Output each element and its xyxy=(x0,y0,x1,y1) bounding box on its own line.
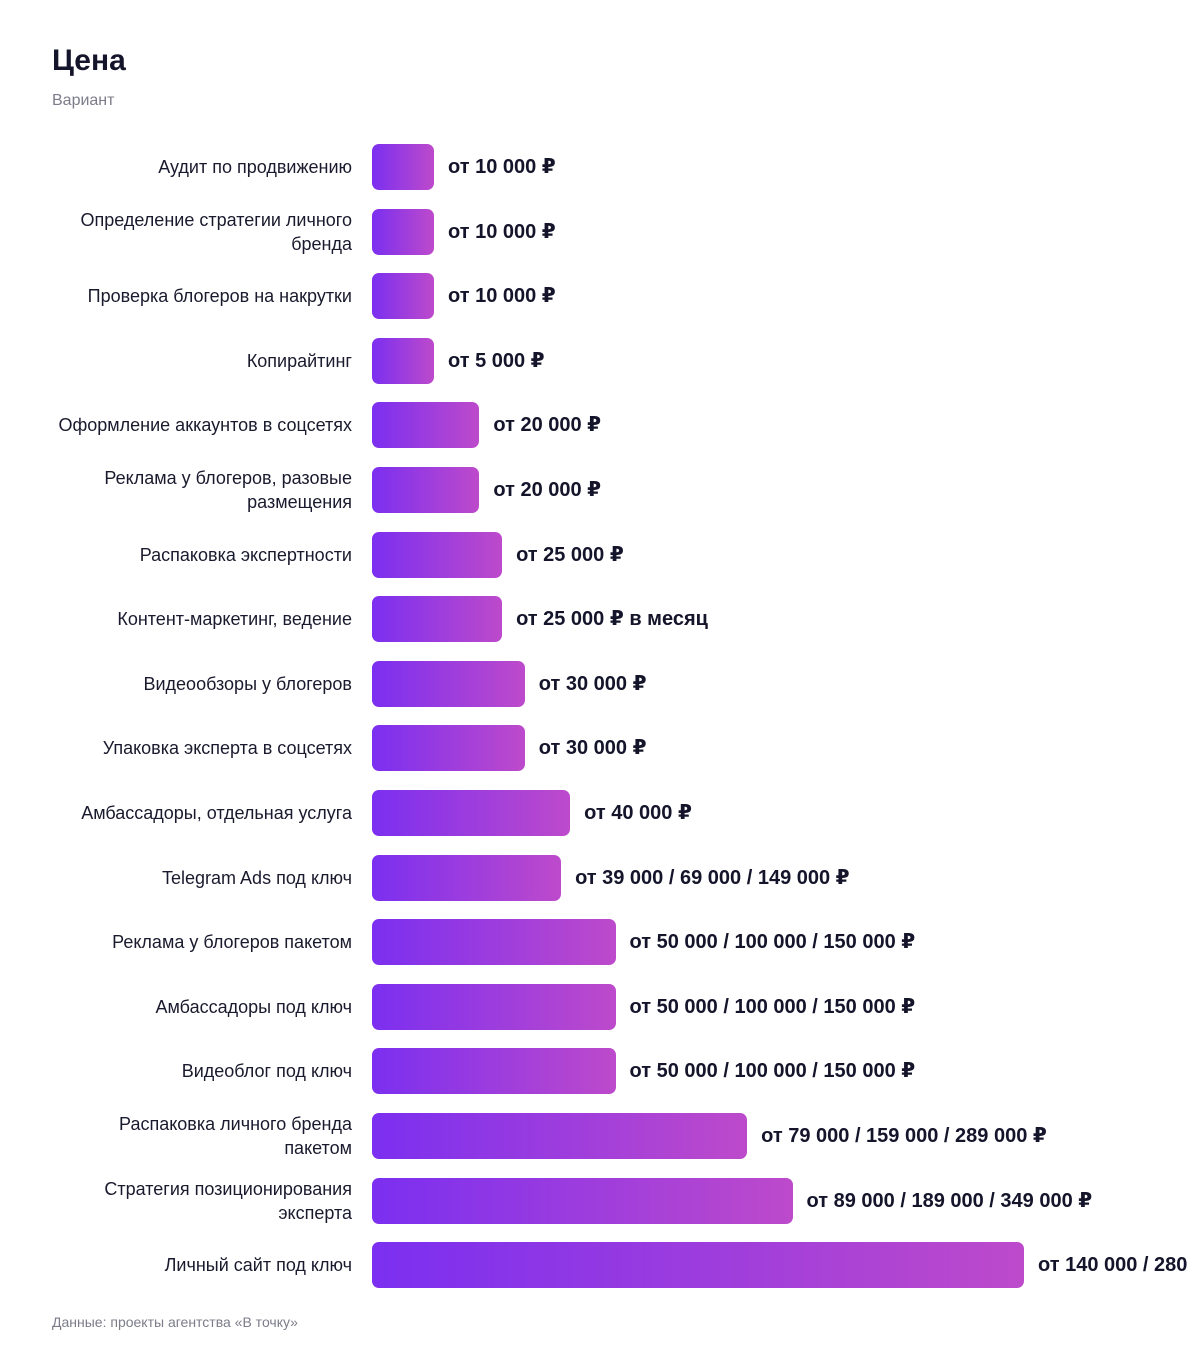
value-label: от 5 000 ₽ xyxy=(448,349,545,372)
value-label: от 50 000 / 100 000 / 150 000 ₽ xyxy=(629,931,916,954)
category-label: Упаковка эксперта в соцсетях xyxy=(102,738,352,759)
bar xyxy=(372,660,525,707)
category-label: Распаковка личного бренда пакетом xyxy=(119,1114,352,1158)
value-label: от 50 000 / 100 000 / 150 000 ₽ xyxy=(629,995,916,1018)
value-label: от 89 000 / 189 000 / 349 000 ₽ xyxy=(806,1189,1093,1212)
bar xyxy=(372,790,571,836)
bar xyxy=(372,1048,616,1095)
value-label: от 30 000 ₽ xyxy=(538,737,647,760)
chart-title: Цена xyxy=(52,44,126,77)
value-label: от 10 000 ₽ xyxy=(448,156,556,178)
value-label: от 10 000 ₽ xyxy=(448,220,556,243)
bar xyxy=(372,1177,793,1224)
value-label: от 140 000 / 280 xyxy=(1038,1254,1188,1277)
value-label: от 10 000 ₽ xyxy=(448,285,556,308)
category-label: Личный сайт под ключ xyxy=(164,1255,352,1276)
bar xyxy=(372,854,562,901)
chart-subtitle: Вариант xyxy=(52,92,115,109)
category-label: Telegram Ads под ключ xyxy=(162,867,352,888)
category-label: Оформление аккаунтов в соцсетях xyxy=(58,415,352,436)
category-label: Контент-маркетинг, ведение xyxy=(117,609,352,630)
category-label: Видеообзоры у блогеров xyxy=(143,673,352,694)
category-label: Стратегия позиционирования эксперта xyxy=(104,1178,352,1223)
category-label: Реклама у блогеров пакетом xyxy=(112,932,352,953)
value-label: от 20 000 ₽ xyxy=(493,414,602,437)
value-label: от 79 000 / 159 000 / 289 000 ₽ xyxy=(761,1125,1047,1147)
bar xyxy=(372,1242,1024,1289)
bar xyxy=(372,273,434,320)
bar xyxy=(372,1113,748,1159)
value-label: от 50 000 / 100 000 / 150 000 ₽ xyxy=(629,1060,916,1083)
bar xyxy=(372,467,480,513)
value-label: от 25 000 ₽ xyxy=(516,543,624,566)
value-label: от 30 000 ₽ xyxy=(538,672,647,695)
bar xyxy=(372,725,525,772)
category-label: Проверка блогеров на накрутки xyxy=(87,286,352,307)
value-label: от 39 000 / 69 000 / 149 000 ₽ xyxy=(575,866,850,889)
bar xyxy=(372,531,503,578)
bar xyxy=(372,208,434,255)
category-label: Амбассадоры, отдельная услуга xyxy=(81,803,352,823)
bar xyxy=(372,983,616,1030)
category-label: Определение стратегии личного бренда xyxy=(80,209,352,254)
bar xyxy=(372,596,503,643)
category-label: Копирайтинг xyxy=(246,350,352,371)
value-label: от 40 000 ₽ xyxy=(584,802,692,824)
category-label: Реклама у блогеров, разовые размещения xyxy=(104,468,352,512)
category-label: Распаковка экспертности xyxy=(139,544,352,565)
value-label: от 20 000 ₽ xyxy=(493,479,602,501)
bar xyxy=(372,144,434,190)
category-label: Аудит по продвижению xyxy=(158,157,352,177)
category-label: Амбассадоры под ключ xyxy=(155,996,353,1017)
value-label: от 25 000 ₽ в месяц xyxy=(516,608,708,631)
bar xyxy=(372,919,616,966)
bar xyxy=(372,337,434,384)
category-label: Видеоблог под ключ xyxy=(181,1061,352,1082)
chart-source-note: Данные: проекты агентства «В точку» xyxy=(52,1314,298,1330)
bar xyxy=(372,402,480,449)
